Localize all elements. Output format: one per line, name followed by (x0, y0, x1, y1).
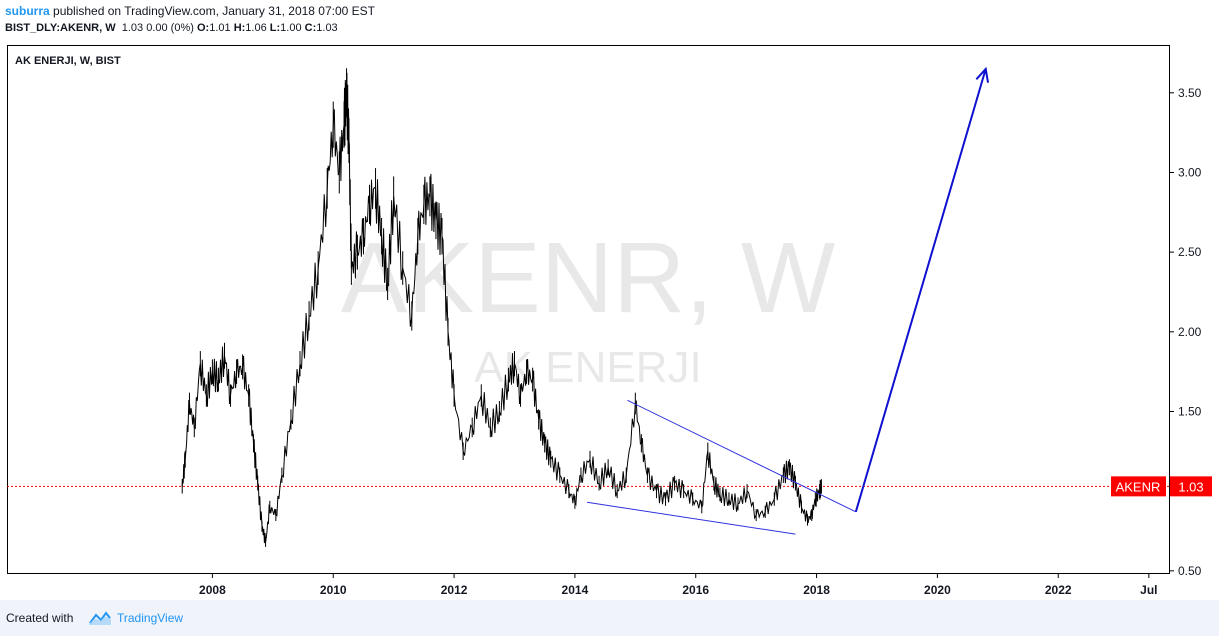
watermark: AKENR, W AK ENERJI (341, 222, 836, 392)
x-tick-label: 2012 (441, 583, 468, 597)
y-tick-label: 3.00 (1178, 165, 1202, 179)
x-tick-label: 2016 (682, 583, 709, 597)
x-tick-label: 2010 (320, 583, 347, 597)
pane-title: AK ENERJI, W, BIST (15, 55, 121, 67)
chart-header: suburra published on TradingView.com, Ja… (0, 0, 1219, 42)
ohlc-close-label: C: (304, 22, 317, 34)
y-axis[interactable]: 3.50 3.00 2.50 2.00 1.50 0.50 (1170, 86, 1202, 578)
tradingview-logo-icon[interactable] (88, 610, 112, 626)
tradingview-brand-link[interactable]: TradingView (117, 611, 184, 625)
y-tick-label: 0.50 (1178, 564, 1202, 578)
upper-trendline[interactable] (627, 399, 857, 513)
last-value-symbol: AKENR (1116, 479, 1161, 494)
arrow-shaft[interactable] (854, 68, 987, 513)
ohlc-open-label: O: (196, 22, 210, 34)
last-value-marker: AKENR 1.03 (1111, 476, 1212, 497)
last-value-price-bg (1170, 476, 1212, 497)
lower-trendline[interactable] (586, 501, 796, 535)
ohlc-low-label: L: (269, 22, 281, 34)
x-tick-label: 2018 (803, 583, 830, 597)
quote-change: 1.03 0.00 (0%) (121, 22, 194, 34)
arrow-head[interactable] (975, 66, 990, 83)
x-tick-label: 2014 (562, 583, 589, 597)
y-tick-label: 2.00 (1178, 325, 1202, 339)
symbol-quote-line: BIST_DLY:AKENR, W 1.03 0.00 (0%) O:1.01 … (5, 22, 338, 34)
y-tick-label: 2.50 (1178, 245, 1202, 259)
chart-pane-frame[interactable] (7, 45, 1170, 574)
price-chart[interactable]: AKENR, W AK ENERJI AK ENERJI, W, BIST 3.… (0, 0, 1219, 600)
x-tick-label: Jul (1140, 583, 1157, 597)
footer: Created with TradingView (0, 600, 1219, 636)
y-tick-label: 1.50 (1178, 404, 1202, 418)
publish-info: suburra published on TradingView.com, Ja… (5, 4, 375, 18)
x-tick-label: 2022 (1045, 583, 1072, 597)
x-tick-label: 2020 (924, 583, 951, 597)
price-line (181, 72, 822, 544)
author-link[interactable]: suburra (5, 4, 50, 18)
x-axis[interactable]: 2008 2010 2012 2014 2016 2018 2020 2022 Jul (199, 574, 1158, 597)
y-tick-label: 3.50 (1178, 86, 1202, 100)
drawings-group (586, 66, 990, 535)
ohlc-low: 1.00 (280, 22, 302, 34)
price-series-group (181, 68, 822, 547)
ohlc-high-label: H: (233, 22, 246, 34)
ohlc-close: 1.03 (316, 22, 338, 34)
created-with-label: Created with (6, 611, 74, 625)
last-value-symbol-bg (1111, 476, 1166, 497)
symbol-label: BIST_DLY:AKENR, W (5, 22, 116, 34)
ohlc-open: 1.01 (209, 22, 231, 34)
x-tick-label: 2008 (199, 583, 226, 597)
published-text: published on TradingView.com, January 31… (49, 4, 376, 18)
watermark-symbol: AKENR, W (341, 222, 836, 334)
last-value-price: 1.03 (1178, 479, 1203, 494)
ohlc-high: 1.06 (245, 22, 267, 34)
